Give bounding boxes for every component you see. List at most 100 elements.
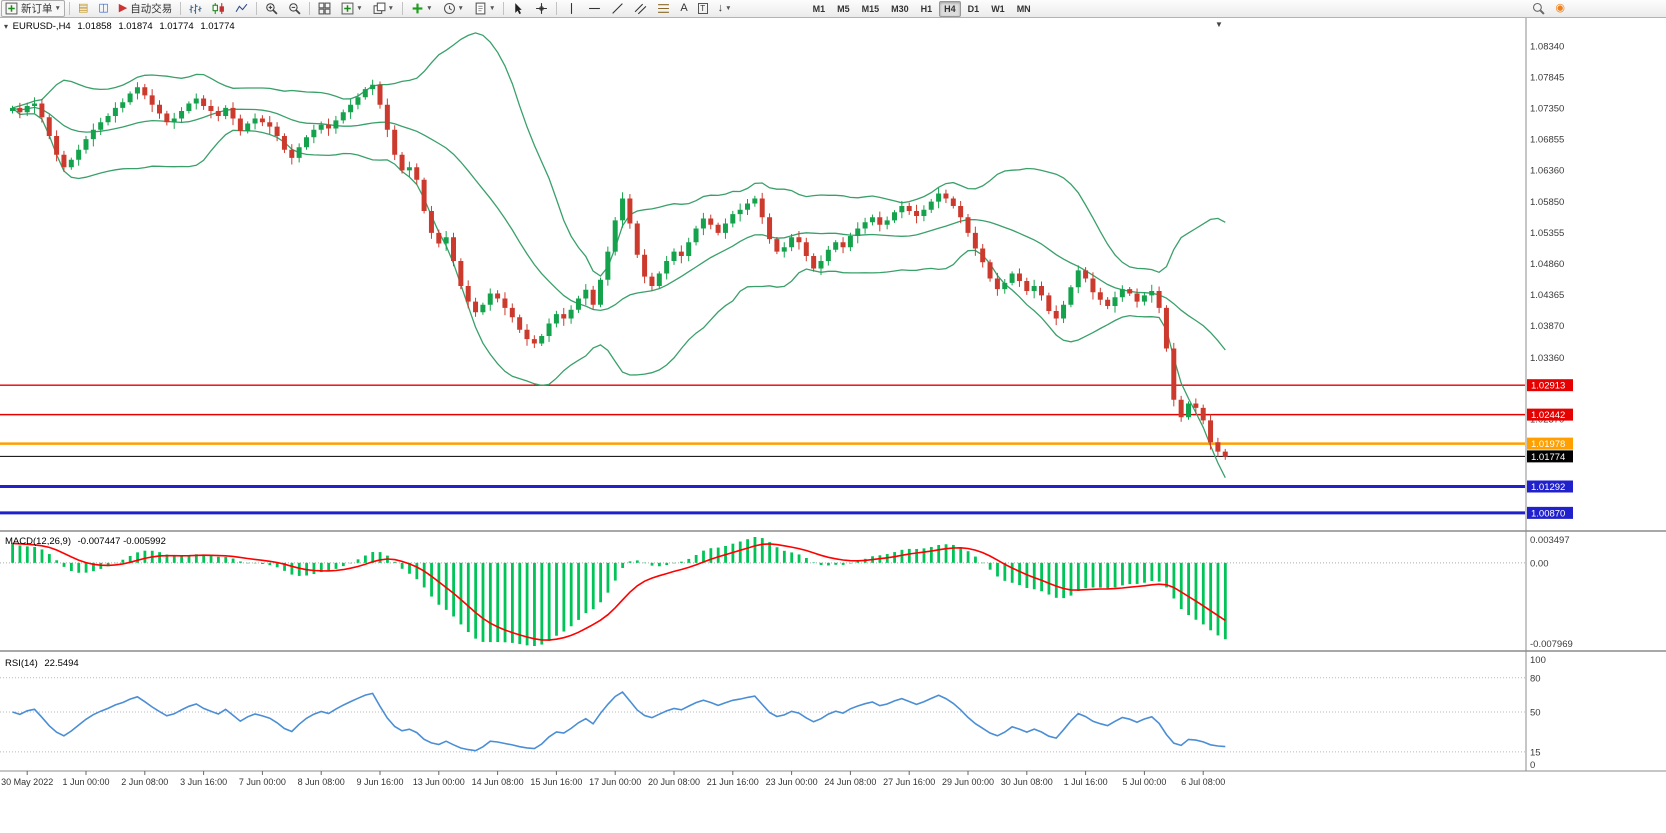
crosshair-button[interactable] [531, 0, 552, 17]
timeframe-mn-button[interactable]: MN [1016, 3, 1031, 14]
zoom-out-button[interactable] [284, 0, 305, 17]
chart-bars-button[interactable] [185, 0, 206, 17]
trendline-button[interactable] [607, 0, 628, 17]
candle [10, 105, 15, 114]
chart-candlesticks-button[interactable] [208, 0, 229, 17]
candle [598, 277, 603, 308]
candle [267, 116, 273, 134]
candle [509, 303, 515, 323]
candle [906, 202, 912, 215]
candle [899, 200, 905, 219]
toolbar-separator [402, 2, 404, 15]
text-label-button[interactable]: T [694, 0, 712, 17]
candle [649, 272, 655, 291]
svg-text:20 Jun 08:00: 20 Jun 08:00 [648, 777, 700, 787]
candle [1163, 305, 1169, 352]
candle [46, 114, 52, 140]
fibonacci-retracement-button[interactable] [653, 0, 674, 17]
candle [693, 225, 699, 246]
market-watch-button[interactable]: ▤ [74, 0, 92, 17]
svg-text:1.05355: 1.05355 [1530, 228, 1564, 239]
price-line-label [1527, 480, 1573, 493]
toolbar-separator [309, 2, 311, 15]
toolbar-right-icons: ◉ [1527, 0, 1570, 17]
candle [1075, 265, 1081, 294]
horizontal-price-lines[interactable]: 1.02913 1.02442 1.01978 1.01774 1.01292 1.008… [0, 379, 1573, 519]
candle [1016, 268, 1022, 287]
data-window-button[interactable]: ◫ [94, 0, 112, 17]
candle [789, 233, 795, 252]
timeframe-h4-button[interactable]: H4 [938, 0, 962, 17]
candle [326, 118, 332, 136]
candle [531, 335, 537, 349]
timeframe-h1-button[interactable]: H1 [920, 3, 933, 14]
time-axis[interactable]: 30 May 2022 1 Jun 00:00 2 Jun 08:00 3 Jun 1… [1, 771, 1225, 787]
candle [54, 130, 60, 162]
profiles-button[interactable]: ▼ [369, 0, 398, 17]
autotrading-button[interactable]: ▶ 自动交易 [115, 0, 176, 17]
arrows-icon: ↓ [717, 2, 724, 14]
timeframe-m30-button[interactable]: M30 [891, 3, 909, 14]
candle [237, 114, 243, 136]
search-button[interactable] [1528, 0, 1549, 17]
candle [1039, 281, 1044, 301]
candle [17, 102, 23, 119]
candle [68, 157, 74, 170]
equidistant-channel-button[interactable] [630, 0, 651, 17]
indicators-button[interactable]: ▼ [407, 0, 436, 17]
timeframe-m15-button[interactable]: M15 [861, 3, 880, 14]
svg-text:1.02913: 1.02913 [1531, 381, 1565, 392]
community-alert-button[interactable]: ◉ [1551, 0, 1569, 17]
cursor-button[interactable] [508, 0, 529, 17]
candle [362, 87, 368, 100]
price-axis[interactable]: 1.08340 1.07845 1.07350 1.06855 1.06360 1.058… [1530, 42, 1564, 426]
candle [1024, 277, 1030, 295]
svg-text:13 Jun 00:00: 13 Jun 00:00 [413, 777, 465, 787]
candle [252, 113, 258, 130]
horizontal-line-button[interactable] [584, 0, 605, 17]
timeframe-m5-button[interactable]: M5 [837, 3, 850, 14]
templates-button[interactable]: ▼ [470, 0, 499, 17]
text-button[interactable]: A [676, 0, 691, 17]
autotrading-label: 自动交易 [130, 3, 173, 15]
candle [1046, 292, 1052, 315]
candle [171, 112, 177, 129]
horizontal-line-icon [589, 7, 601, 10]
candle [384, 98, 390, 138]
svg-text:1.05850: 1.05850 [1530, 197, 1564, 208]
candle [928, 198, 934, 213]
bollinger-bands [12, 32, 1226, 478]
candle [539, 333, 545, 346]
zoom-out-icon [289, 3, 301, 15]
arrows-button[interactable]: ↓ ▼ [714, 0, 736, 17]
svg-text:6 Jul 08:00: 6 Jul 08:00 [1181, 777, 1225, 787]
candle [833, 240, 839, 253]
macd-panel: 0.003497 0.00 -0.007969 [0, 535, 1573, 650]
candle [877, 211, 883, 232]
candle [803, 237, 809, 262]
periods-button[interactable]: ▼ [439, 0, 468, 17]
new-chart-button[interactable]: ▼ [337, 0, 366, 17]
timeframe-w1-button[interactable]: W1 [991, 3, 1005, 14]
tile-windows-button[interactable] [314, 0, 335, 17]
chart-shift-marker[interactable]: ▼ [1215, 20, 1223, 29]
candle [671, 248, 677, 265]
rsi-name: RSI(14) [5, 658, 38, 669]
candle [1002, 278, 1008, 294]
chart-candlesticks-icon [212, 3, 225, 14]
new-order-button[interactable]: 新订单 ▼ [1, 0, 65, 17]
chart-line-button[interactable] [231, 0, 252, 17]
candle [259, 115, 265, 127]
svg-text:1 Jun 00:00: 1 Jun 00:00 [62, 777, 109, 787]
candle [333, 115, 339, 134]
macd-signal-line [12, 542, 1226, 641]
text-label-icon: T [697, 3, 708, 14]
timeframe-m1-button[interactable]: M1 [812, 3, 826, 14]
timeframe-d1-button[interactable]: D1 [967, 3, 980, 14]
panel-separators[interactable] [0, 17, 1666, 772]
vertical-line-button[interactable] [561, 0, 582, 17]
svg-text:29 Jun 00:00: 29 Jun 00:00 [942, 777, 994, 787]
candle [1112, 291, 1118, 313]
zoom-in-button[interactable] [261, 0, 282, 17]
